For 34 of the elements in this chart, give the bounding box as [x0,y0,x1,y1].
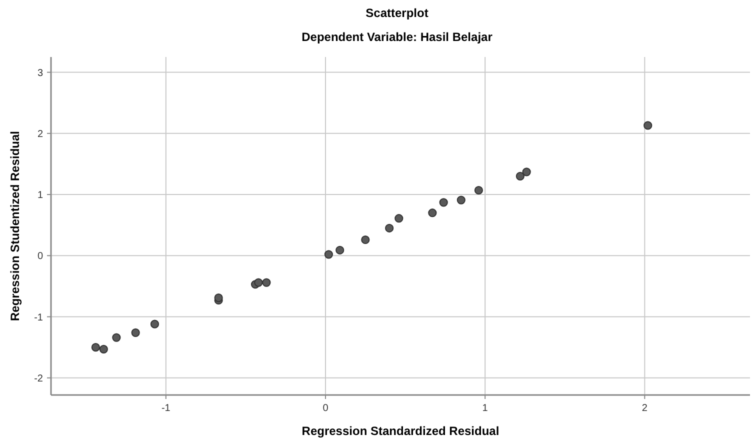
point [91,343,100,352]
point [150,320,160,328]
x-tick-label: 2 [642,403,648,414]
point [385,224,394,232]
chart-subtitle: Dependent Variable: Hasil Belajar [302,30,493,44]
point [131,328,140,337]
point [439,198,448,207]
point [474,186,483,195]
y-tick-label: -2 [34,373,44,384]
point [214,294,223,302]
chart-title: Scatterplot [366,6,428,20]
y-tick-label: 1 [37,190,44,202]
y-tick-label: -1 [34,312,44,324]
y-tick-label: 2 [37,128,44,140]
x-tick-label: -1 [161,403,171,414]
point [99,344,108,354]
point [112,333,121,342]
point [644,121,652,130]
point [324,250,333,259]
y-axis-title: Regression Studentized Residual [8,130,22,322]
y-tick-label: 3 [37,68,44,79]
x-axis-title: Regression Standardized Residual [302,424,500,438]
point [336,246,344,254]
point [516,172,524,180]
point [394,214,404,223]
point [262,278,271,287]
x-tick-label: 0 [322,403,329,414]
point [254,278,263,287]
point [361,235,370,244]
point [456,196,466,204]
y-tick-label: 0 [37,251,44,262]
point [522,168,531,176]
point [428,208,437,218]
x-tick-label: 1 [482,403,488,414]
